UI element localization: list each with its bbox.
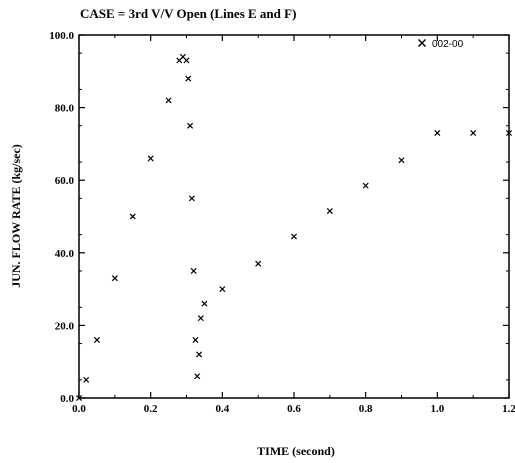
data-point [362,182,369,189]
y-tick-label: 60.0 [55,175,75,187]
x-tick-label: 1.0 [430,403,444,415]
y-tick-label: 0.0 [60,393,74,405]
x-axis-label: TIME (second) [257,444,335,458]
y-axis: 0.0 20.0 40.0 60.0 80.0 100.0 [49,30,509,405]
legend-marker [418,39,426,47]
data-point [470,129,477,137]
data-point [111,275,118,282]
data-point [75,394,83,402]
data-point [93,336,100,343]
legend-label: 002-00 [432,39,464,50]
data-point [194,373,201,380]
data-point [147,155,154,162]
x-tick-label: 0.8 [359,403,373,415]
plot-area [78,34,510,399]
data-point [219,286,226,293]
y-tick-label: 80.0 [55,103,75,115]
data-point [129,213,136,220]
legend: 002-00 [418,39,464,50]
data-point [201,300,208,307]
x-tick-label: 0.6 [287,403,301,415]
data-point [196,351,203,358]
chart-title: CASE = 3rd V/V Open (Lines E and F) [80,6,296,21]
data-point [187,122,194,129]
data-point [183,57,190,64]
x-axis: 0.0 0.2 0.4 0.6 0.8 1.0 1.2 [72,35,515,415]
data-point [83,376,90,383]
x-tick-label: 0.2 [144,403,158,415]
x-tick-label: 0.4 [215,403,229,415]
data-point [165,97,172,104]
data-point [190,267,197,274]
data-point [290,233,298,240]
x-tick-label: 0.0 [72,403,86,415]
data-point [434,129,441,137]
y-tick-label: 40.0 [55,248,75,260]
y-tick-label: 20.0 [55,320,75,332]
data-point [398,157,405,164]
y-axis-label: JUN. FLOW RATE (kg/sec) [9,144,23,288]
data-point [505,129,513,137]
data-point [255,260,262,267]
data-point [185,75,192,82]
data-point [188,195,195,202]
x-tick-label: 1.2 [502,403,515,415]
data-series [75,53,513,402]
data-point [326,208,333,215]
data-point [197,315,204,322]
y-tick-label: 100.0 [49,30,74,42]
data-point [192,336,199,343]
